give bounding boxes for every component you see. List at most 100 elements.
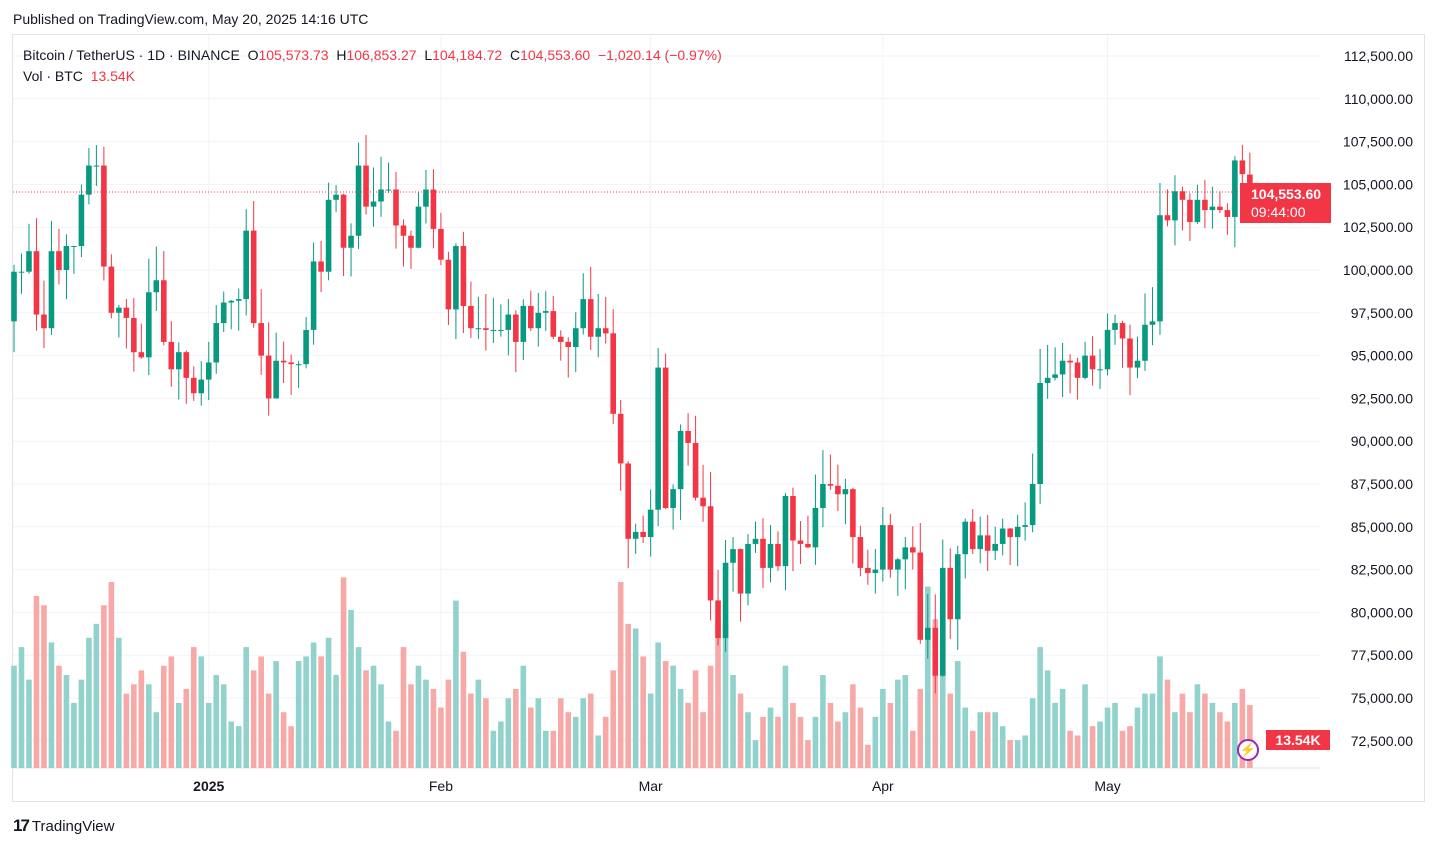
footer-brand[interactable]: TradingView [31, 817, 115, 835]
candle-body[interactable] [33, 251, 40, 315]
candle-body[interactable] [63, 246, 70, 270]
candle-body[interactable] [468, 305, 474, 329]
candle-body[interactable] [265, 355, 272, 399]
candle-body[interactable] [1217, 206, 1223, 211]
candle-body[interactable] [288, 362, 294, 365]
candle-body[interactable] [1134, 360, 1141, 368]
candle-body[interactable] [1067, 360, 1073, 363]
candle-body[interactable] [565, 341, 572, 348]
candle-body[interactable] [1239, 160, 1246, 175]
candle-body[interactable] [1089, 355, 1096, 370]
candle-body[interactable] [580, 299, 587, 329]
tradingview-logo-icon[interactable]: 17 [13, 816, 30, 835]
candle-body[interactable] [213, 323, 220, 363]
candle-body[interactable] [1052, 374, 1058, 378]
candle-body[interactable] [1044, 377, 1051, 383]
candle-body[interactable] [1142, 324, 1148, 361]
candle-body[interactable] [887, 525, 894, 570]
candle-body[interactable] [662, 367, 669, 508]
candle-body[interactable] [11, 271, 17, 322]
candle-body[interactable] [902, 547, 909, 560]
candle-body[interactable] [445, 259, 452, 310]
candle-body[interactable] [835, 485, 841, 495]
candle-body[interactable] [340, 194, 347, 248]
candle-body[interactable] [168, 341, 175, 370]
candle-body[interactable] [250, 230, 257, 324]
candle-body[interactable] [295, 364, 302, 366]
candle-body[interactable] [782, 495, 789, 567]
candle-body[interactable] [393, 189, 399, 226]
candle-body[interactable] [857, 537, 864, 568]
candle-body[interactable] [41, 314, 47, 329]
candle-body[interactable] [18, 271, 25, 273]
candle-body[interactable] [910, 547, 916, 553]
candle-body[interactable] [108, 266, 115, 313]
candle-body[interactable] [917, 552, 924, 640]
candle-body[interactable] [513, 314, 519, 342]
candle-body[interactable] [318, 261, 324, 272]
candle-body[interactable] [617, 413, 624, 464]
candle-body[interactable] [730, 549, 736, 563]
candle-body[interactable] [1082, 355, 1088, 378]
candle-body[interactable] [745, 543, 751, 594]
candle-body[interactable] [235, 299, 242, 301]
candle-body[interactable] [1059, 360, 1066, 375]
candle-body[interactable] [385, 189, 392, 191]
candle-body[interactable] [602, 328, 609, 334]
candle-body[interactable] [71, 246, 77, 248]
candle-body[interactable] [1007, 528, 1013, 538]
candle-body[interactable] [153, 280, 160, 293]
candle-body[interactable] [632, 531, 639, 539]
candle-body[interactable] [183, 352, 190, 378]
candle-body[interactable] [610, 333, 616, 414]
candle-body[interactable] [48, 251, 55, 329]
candle-body[interactable] [865, 567, 871, 574]
candle-body[interactable] [587, 299, 594, 337]
candle-body[interactable] [475, 328, 482, 330]
candle-body[interactable] [273, 360, 279, 399]
candle-body[interactable] [453, 246, 459, 310]
candle-body[interactable] [1157, 215, 1163, 322]
candle-body[interactable] [775, 543, 781, 567]
candle-body[interactable] [490, 329, 497, 331]
candle-body[interactable] [1037, 382, 1043, 485]
candle-body[interactable] [685, 430, 691, 443]
candle-body[interactable] [56, 251, 62, 270]
candle-body[interactable] [595, 328, 602, 337]
candle-body[interactable] [423, 189, 429, 207]
candle-body[interactable] [842, 489, 849, 495]
candle-body[interactable] [1164, 215, 1171, 221]
candle-body[interactable] [1187, 199, 1193, 223]
candle-body[interactable] [363, 165, 369, 207]
candle-body[interactable] [1074, 362, 1081, 378]
candle-body[interactable] [954, 554, 961, 620]
candle-body[interactable] [175, 352, 182, 370]
candle-body[interactable] [116, 307, 122, 313]
candle-body[interactable] [992, 543, 998, 551]
candle-body[interactable] [123, 307, 130, 318]
candle-body[interactable] [932, 627, 939, 676]
candle-body[interactable] [138, 352, 145, 358]
candle-body[interactable] [220, 302, 227, 324]
candle-body[interactable] [1112, 323, 1118, 330]
candle-body[interactable] [400, 225, 407, 236]
candle-body[interactable] [767, 543, 774, 568]
candle-body[interactable] [146, 292, 152, 358]
candle-body[interactable] [752, 538, 759, 544]
candle-body[interactable] [1014, 526, 1021, 538]
candle-body[interactable] [205, 362, 212, 380]
candle-body[interactable] [895, 559, 901, 570]
candle-body[interactable] [131, 317, 137, 353]
candle-body[interactable] [999, 528, 1006, 544]
candle-body[interactable] [962, 521, 969, 555]
candle-body[interactable] [924, 627, 931, 640]
candle-body[interactable] [550, 311, 557, 337]
candle-body[interactable] [984, 535, 991, 551]
candle-body[interactable] [557, 336, 564, 342]
candle-body[interactable] [378, 189, 384, 202]
candle-body[interactable] [625, 463, 631, 539]
candle-body[interactable] [303, 329, 309, 365]
candle-body[interactable] [483, 328, 489, 330]
candle-body[interactable] [969, 521, 976, 550]
candle-body[interactable] [1149, 321, 1156, 325]
